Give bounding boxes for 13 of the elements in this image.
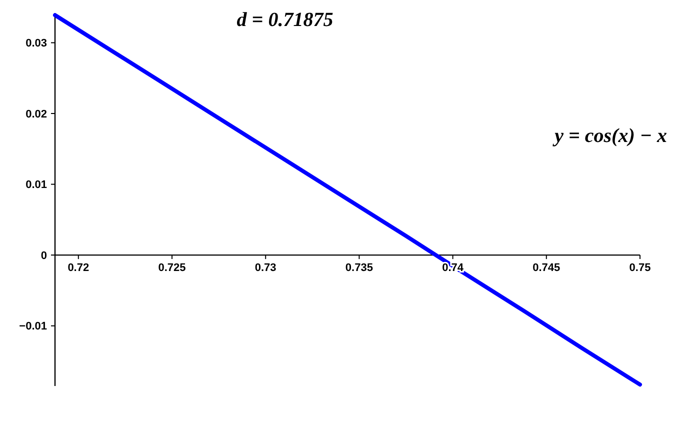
annotation: d = 0.71875 bbox=[236, 9, 334, 31]
y-tick-label: 0.03 bbox=[26, 38, 47, 50]
x-tick-label: 0.725 bbox=[158, 262, 186, 274]
x-tick-label: 0.73 bbox=[254, 262, 276, 274]
x-tick-label: 0.745 bbox=[532, 262, 560, 274]
y-tick-label: 0 bbox=[40, 250, 47, 262]
annotation: y = cos(x) − x bbox=[552, 125, 667, 147]
x-tick-label: 0.735 bbox=[345, 262, 373, 274]
x-tick-label: 0.72 bbox=[68, 262, 90, 274]
y-tick-label: 0.01 bbox=[26, 179, 47, 192]
y-tick-label: 0.02 bbox=[26, 108, 47, 120]
x-tick-label: 0.75 bbox=[629, 262, 651, 274]
y-tick-label: −0.01 bbox=[19, 320, 47, 333]
